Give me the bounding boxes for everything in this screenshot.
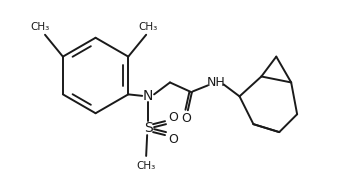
Text: NH: NH [206, 76, 225, 89]
Text: O: O [168, 133, 178, 146]
Text: CH₃: CH₃ [136, 161, 156, 171]
Text: O: O [168, 111, 178, 124]
Text: CH₃: CH₃ [139, 22, 158, 32]
Text: N: N [143, 89, 153, 103]
Text: O: O [181, 112, 191, 125]
Text: S: S [144, 121, 153, 135]
Text: CH₃: CH₃ [31, 22, 50, 32]
